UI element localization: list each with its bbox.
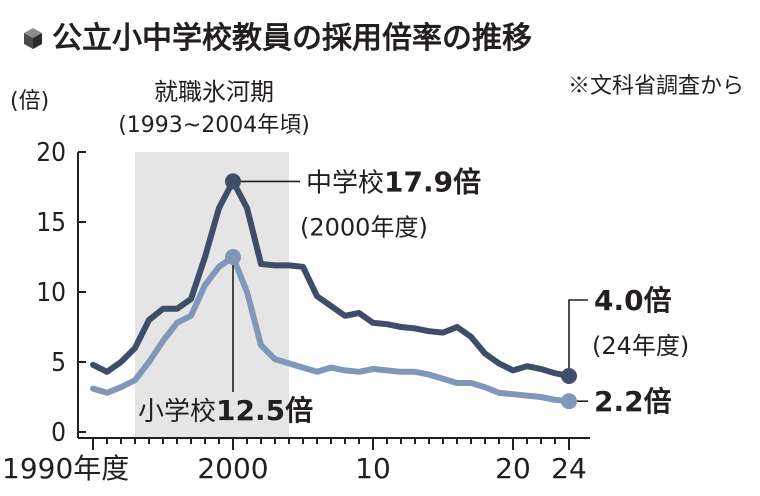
y-tick-label: 20 — [36, 138, 66, 168]
elementary-end-point — [561, 393, 577, 410]
x-tick-label: 1990年度 — [2, 452, 129, 485]
junior-high-end-point — [561, 368, 577, 384]
y-axis-label: (倍) — [10, 89, 49, 114]
junior-high-end-leader — [568, 299, 588, 368]
junior-high-peak-value: 17.9倍 — [384, 165, 481, 198]
junior-high-peak-point — [225, 173, 241, 190]
y-tick-label: 0 — [51, 418, 66, 448]
cube-icon — [24, 28, 42, 49]
junior-high-peak-name: 中学校 — [306, 168, 384, 198]
elementary-end-value: 2.2倍 — [594, 385, 672, 418]
y-tick-label: 10 — [36, 278, 66, 308]
junior-high-end-value: 4.0倍 — [594, 284, 672, 317]
y-tick-label: 15 — [36, 208, 66, 238]
x-tick-label: 2000 — [197, 452, 268, 485]
x-tick-label: 20 — [495, 452, 531, 485]
junior-high-peak-year: (2000年度) — [300, 213, 428, 241]
elementary-peak-label: 小学校12.5倍 — [138, 394, 313, 427]
elementary-peak-point — [225, 249, 241, 265]
junior-high-peak-label: 中学校17.9倍 — [306, 165, 481, 198]
shaded-region-sublabel: (1993~2004年頃) — [118, 113, 310, 138]
elementary-peak-name: 小学校 — [138, 397, 216, 427]
source-note: ※文科省調査から — [568, 74, 744, 99]
series-line-elementary — [90, 254, 572, 405]
y-tick-label: 5 — [51, 348, 66, 378]
elementary-peak-value: 12.5倍 — [216, 394, 313, 427]
x-tick-label: 24 — [551, 452, 587, 485]
x-tick-label: 10 — [355, 452, 391, 485]
series-line-junior-high — [90, 178, 572, 379]
chart-title: 公立小中学校教員の採用倍率の推移 — [52, 21, 532, 56]
shaded-region — [135, 152, 289, 438]
junior-high-end-year: (24年度) — [592, 332, 689, 360]
shaded-region-label: 就職氷河期 — [154, 78, 274, 106]
